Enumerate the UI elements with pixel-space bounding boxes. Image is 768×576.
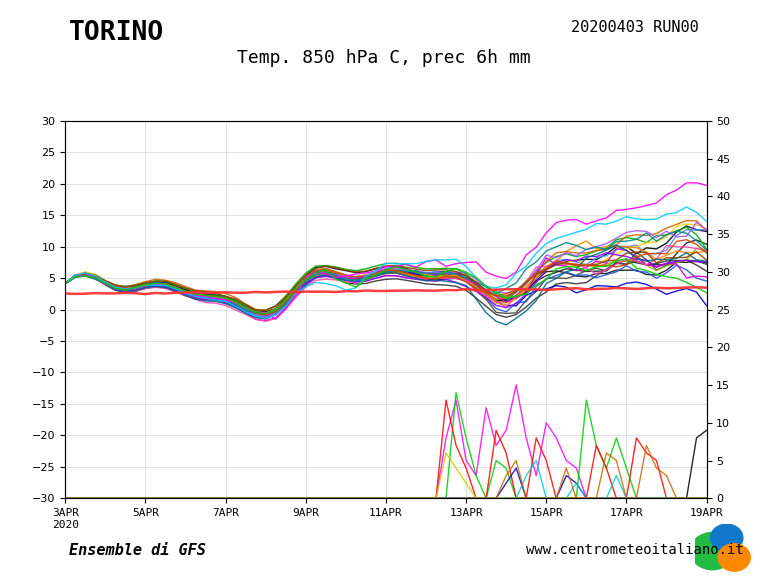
Text: www.centrometeoitaliano.it: www.centrometeoitaliano.it — [526, 543, 744, 557]
Text: TORINO: TORINO — [69, 20, 164, 46]
Text: 20200403 RUN00: 20200403 RUN00 — [571, 20, 699, 35]
Text: Temp. 850 hPa C, prec 6h mm: Temp. 850 hPa C, prec 6h mm — [237, 49, 531, 67]
Circle shape — [718, 544, 750, 571]
Circle shape — [710, 524, 743, 552]
Circle shape — [690, 532, 734, 570]
Text: Ensemble di GFS: Ensemble di GFS — [69, 543, 206, 558]
